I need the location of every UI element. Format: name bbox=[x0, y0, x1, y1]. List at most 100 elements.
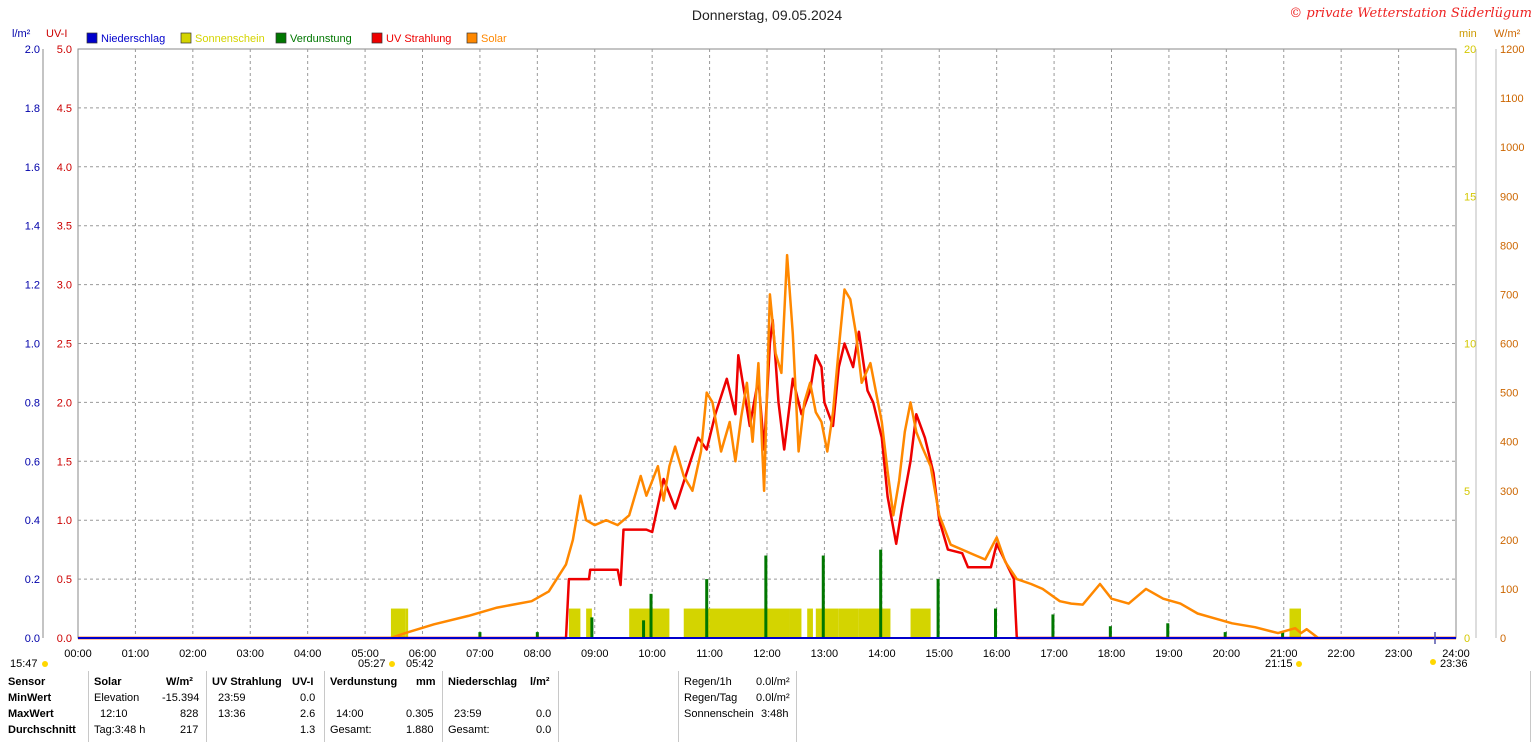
divider bbox=[324, 671, 325, 742]
solar-axis-label: W/m² bbox=[1494, 28, 1521, 40]
solar-avg-time: Tag:3:48 h bbox=[94, 724, 146, 736]
solar-axis-tick: 400 bbox=[1500, 437, 1518, 449]
sunshine-bar bbox=[709, 608, 790, 638]
uv-max-value: 2.6 bbox=[300, 708, 316, 720]
sunshine-bar bbox=[586, 608, 592, 638]
rain-max-value: 0.0 bbox=[536, 708, 552, 720]
evaporation-bar bbox=[764, 555, 768, 638]
row-max-label: MaxWert bbox=[8, 708, 54, 720]
x-axis-tick: 19:00 bbox=[1155, 648, 1183, 660]
evaporation-bar bbox=[705, 579, 709, 638]
sunshine-bar bbox=[807, 608, 813, 638]
uv-axis-tick: 2.0 bbox=[57, 397, 72, 409]
x-axis-tick: 20:00 bbox=[1213, 648, 1241, 660]
x-axis-tick: 05:00 bbox=[351, 648, 379, 660]
divider bbox=[1530, 671, 1531, 742]
sunshine-bar bbox=[789, 608, 802, 638]
divider bbox=[206, 671, 207, 742]
legend-swatch bbox=[180, 32, 192, 44]
uv-unit: UV-I bbox=[292, 676, 314, 688]
rain-axis-tick: 0.4 bbox=[25, 515, 40, 527]
uv-axis-tick: 4.5 bbox=[57, 103, 72, 115]
uv-min-value: 0.0 bbox=[300, 692, 316, 704]
solar-min-value: -15.394 bbox=[162, 692, 200, 704]
divider bbox=[442, 671, 443, 742]
evaporation-bar bbox=[821, 555, 825, 638]
sunshine-bar bbox=[838, 608, 859, 638]
evap-max-time: 14:00 bbox=[336, 708, 364, 720]
x-axis-tick: 18:00 bbox=[1098, 648, 1126, 660]
evaporation-bar bbox=[478, 632, 482, 638]
sunshine-bar bbox=[858, 608, 891, 638]
x-axis-tick: 07:00 bbox=[466, 648, 494, 660]
x-axis-tick: 10:00 bbox=[638, 648, 666, 660]
sunshine-bar bbox=[390, 608, 406, 638]
sunset-label: 21:15 bbox=[1265, 658, 1293, 670]
rain-1h-value: 0.0l/m² bbox=[756, 676, 790, 688]
rain-unit: l/m² bbox=[530, 676, 550, 688]
x-axis-tick: 14:00 bbox=[868, 648, 896, 660]
rain-axis-tick: 1.4 bbox=[25, 221, 40, 233]
solar-axis-tick: 1100 bbox=[1500, 93, 1524, 105]
solar-axis-tick: 300 bbox=[1500, 486, 1518, 498]
rain-axis-label: l/m² bbox=[12, 28, 31, 40]
rain-axis-tick: 0.0 bbox=[25, 633, 40, 645]
rain-max-time: 23:59 bbox=[454, 708, 482, 720]
rain-axis-tick: 1.8 bbox=[25, 103, 40, 115]
rain-axis-tick: 2.0 bbox=[25, 44, 40, 56]
sun-axis-tick: 5 bbox=[1464, 486, 1470, 498]
x-axis-tick: 00:00 bbox=[64, 648, 92, 660]
evap-max-value: 0.305 bbox=[406, 708, 434, 720]
sunshine-bar bbox=[568, 608, 581, 638]
x-axis-tick: 22:00 bbox=[1327, 648, 1355, 660]
legend-label: UV Strahlung bbox=[386, 33, 451, 45]
end-marker-icon bbox=[1430, 659, 1436, 665]
evaporation-bar bbox=[1108, 626, 1112, 638]
sun-axis-label: min bbox=[1459, 28, 1477, 40]
uv-axis-tick: 3.5 bbox=[57, 221, 72, 233]
uv-axis-tick: 4.0 bbox=[57, 162, 72, 174]
x-axis-tick: 06:00 bbox=[409, 648, 437, 660]
weather-chart: Donnerstag, 09.05.2024 © private Wetterst… bbox=[10, 6, 1532, 670]
legend-label: Solar bbox=[481, 33, 507, 45]
sunrise-label-b: 05:42 bbox=[406, 658, 434, 670]
x-axis-tick: 01:00 bbox=[122, 648, 150, 660]
uv-axis-tick: 2.5 bbox=[57, 339, 72, 351]
sunset-icon bbox=[1296, 661, 1302, 667]
uv-axis-tick: 5.0 bbox=[57, 44, 72, 56]
evaporation-bar bbox=[1223, 632, 1227, 638]
sun-axis-tick: 0 bbox=[1464, 633, 1470, 645]
rain-axis-tick: 0.6 bbox=[25, 456, 40, 468]
solar-avg-value: 217 bbox=[180, 724, 199, 736]
x-axis-tick: 11:00 bbox=[696, 648, 723, 660]
evaporation-bar bbox=[994, 608, 998, 638]
uv-axis-tick: 3.0 bbox=[57, 280, 72, 292]
rain-day-label: Regen/Tag bbox=[684, 692, 738, 704]
x-axis-tick: 15:00 bbox=[925, 648, 953, 660]
uv-axis-tick: 1.0 bbox=[57, 515, 72, 527]
evap-unit: mm bbox=[416, 676, 436, 688]
rain-axis-tick: 1.6 bbox=[25, 162, 40, 174]
x-axis-tick: 13:00 bbox=[811, 648, 839, 660]
solar-line bbox=[78, 253, 1456, 640]
solar-axis-tick: 600 bbox=[1500, 339, 1518, 351]
x-axis-tick: 12:00 bbox=[753, 648, 781, 660]
evaporation-bar bbox=[535, 632, 539, 638]
x-axis-tick: 08:00 bbox=[524, 648, 552, 660]
x-axis-tick: 23:00 bbox=[1385, 648, 1413, 660]
x-axis-tick: 09:00 bbox=[581, 648, 609, 660]
legend-swatch bbox=[275, 32, 287, 44]
rain-1h-label: Regen/1h bbox=[684, 676, 732, 688]
uv-axis-label: UV-I bbox=[46, 28, 67, 40]
divider bbox=[88, 671, 89, 742]
uv-avg-value: 1.3 bbox=[300, 724, 316, 736]
sunshine-label: Sonnenschein bbox=[684, 708, 754, 720]
solar-axis-tick: 0 bbox=[1500, 633, 1506, 645]
solar-axis-tick: 1000 bbox=[1500, 142, 1524, 154]
uv-min-time: 23:59 bbox=[218, 692, 246, 704]
credit-text: © private Wetterstation Süderlügum bbox=[1289, 6, 1532, 21]
x-axis-tick: 16:00 bbox=[983, 648, 1011, 660]
uv-axis-tick: 0.5 bbox=[57, 574, 72, 586]
rain-total-value: 0.0 bbox=[536, 724, 552, 736]
sunshine-bar bbox=[405, 608, 409, 638]
